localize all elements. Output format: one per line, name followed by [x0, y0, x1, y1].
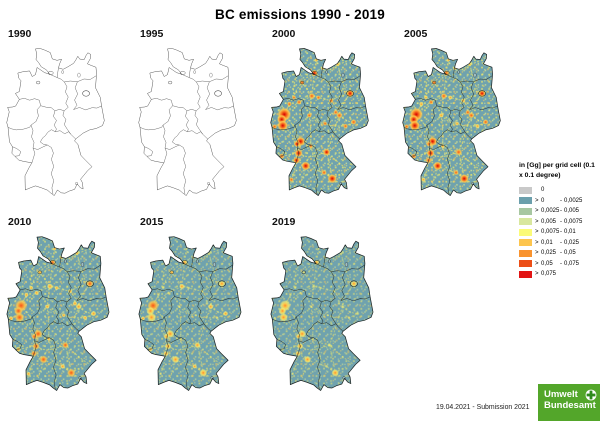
year-label-2010: 2010: [8, 216, 32, 228]
year-label-2000: 2000: [272, 28, 296, 40]
germany-map-2005: [402, 48, 501, 196]
legend-upper-bound: 0,05: [564, 250, 576, 257]
legend-lower-bound: 0,075: [541, 271, 557, 278]
germany-map-2000: [270, 48, 369, 196]
legend-row-8: >0,075: [519, 269, 599, 280]
legend-lower-bound: 0,005: [541, 218, 557, 225]
legend-gt: >: [535, 271, 539, 278]
legend-row-6: >0,025-0,05: [519, 248, 599, 259]
legend-lower-bound: 0,01: [541, 239, 553, 246]
legend-gt: >: [535, 229, 539, 236]
legend-title: in [Gg] per grid cell (0.1 x 0.1 degree): [519, 162, 595, 179]
legend-swatch: [519, 218, 532, 226]
legend-row-2: >0,0025-0,005: [519, 206, 599, 217]
legend: in [Gg] per grid cell (0.1 x 0.1 degree)…: [519, 161, 599, 280]
germany-map-2019: [270, 236, 374, 391]
legend-row-0: 0: [519, 185, 599, 196]
legend-dash: -: [560, 260, 562, 267]
year-label-1995: 1995: [140, 28, 164, 40]
map-cell-1995: 1995: [138, 28, 266, 197]
legend-upper-bound: 0,075: [564, 260, 580, 267]
legend-dash: -: [560, 229, 562, 236]
map-cell-2010: 2010: [6, 216, 134, 392]
legend-upper-bound: 0,005: [564, 208, 580, 215]
legend-row-3: >0,005-0,0075: [519, 217, 599, 228]
legend-gt: >: [535, 208, 539, 215]
legend-swatch: [519, 239, 532, 247]
legend-gt: >: [535, 197, 539, 204]
legend-gt: >: [535, 239, 539, 246]
legend-upper-bound: 0,025: [564, 239, 580, 246]
legend-swatch: [519, 186, 532, 194]
legend-dash: -: [560, 218, 562, 225]
map-cell-2000: 2000: [270, 28, 398, 197]
map-cell-2019: 2019: [270, 216, 398, 392]
legend-upper-bound: 0,0025: [564, 197, 583, 204]
year-label-1990: 1990: [8, 28, 32, 40]
legend-lower-bound: 0,05: [541, 260, 553, 267]
uba-logo-text-line2: Bundesamt: [544, 400, 596, 411]
legend-lower-bound: 0: [541, 197, 545, 204]
map-cell-1990: 1990: [6, 28, 134, 197]
germany-map-1995: [138, 48, 237, 196]
legend-row-7: >0,05-0,075: [519, 259, 599, 270]
year-label-2005: 2005: [404, 28, 428, 40]
legend-gt: >: [535, 260, 539, 267]
map-cell-2015: 2015: [138, 216, 266, 392]
legend-dash: -: [560, 197, 562, 204]
map-cell-2005: 2005: [402, 28, 530, 197]
legend-swatch: [519, 249, 532, 257]
figure-title: BC emissions 1990 - 2019: [215, 7, 385, 22]
legend-dash: -: [560, 239, 562, 246]
legend-lower-bound: 0,0025: [541, 208, 560, 215]
legend-dash: -: [560, 208, 562, 215]
legend-row-5: >0,01-0,025: [519, 238, 599, 249]
legend-swatch: [519, 197, 532, 205]
uba-logo: Umwelt Bundesamt: [538, 384, 600, 421]
legend-lower-bound: 0: [541, 187, 545, 194]
legend-swatch: [519, 207, 532, 215]
germany-map-1990: [6, 48, 105, 196]
legend-row-1: >0 -0,0025: [519, 196, 599, 207]
legend-swatch: [519, 260, 532, 268]
germany-map-2010: [6, 236, 110, 391]
legend-upper-bound: 0,01: [564, 229, 576, 236]
legend-rows: 0 >0-0,0025 >0,0025-0,005 >0,005-0,0075 >0,0…: [519, 185, 599, 280]
legend-lower-bound: 0,0075: [541, 229, 560, 236]
plus-circle-icon: [585, 389, 597, 401]
legend-gt: >: [535, 250, 539, 257]
submission-date: 19.04.2021 - Submission 2021: [436, 404, 530, 411]
legend-row-4: >0,0075-0,01: [519, 227, 599, 238]
legend-gt: >: [535, 218, 539, 225]
legend-swatch: [519, 270, 532, 278]
legend-dash: -: [560, 250, 562, 257]
germany-map-2015: [138, 236, 242, 391]
legend-upper-bound: 0,0075: [564, 218, 583, 225]
legend-swatch: [519, 228, 532, 236]
year-label-2019: 2019: [272, 216, 296, 228]
legend-lower-bound: 0,025: [541, 250, 557, 257]
year-label-2015: 2015: [140, 216, 164, 228]
uba-logo-text-line1: Umwelt: [544, 389, 578, 400]
